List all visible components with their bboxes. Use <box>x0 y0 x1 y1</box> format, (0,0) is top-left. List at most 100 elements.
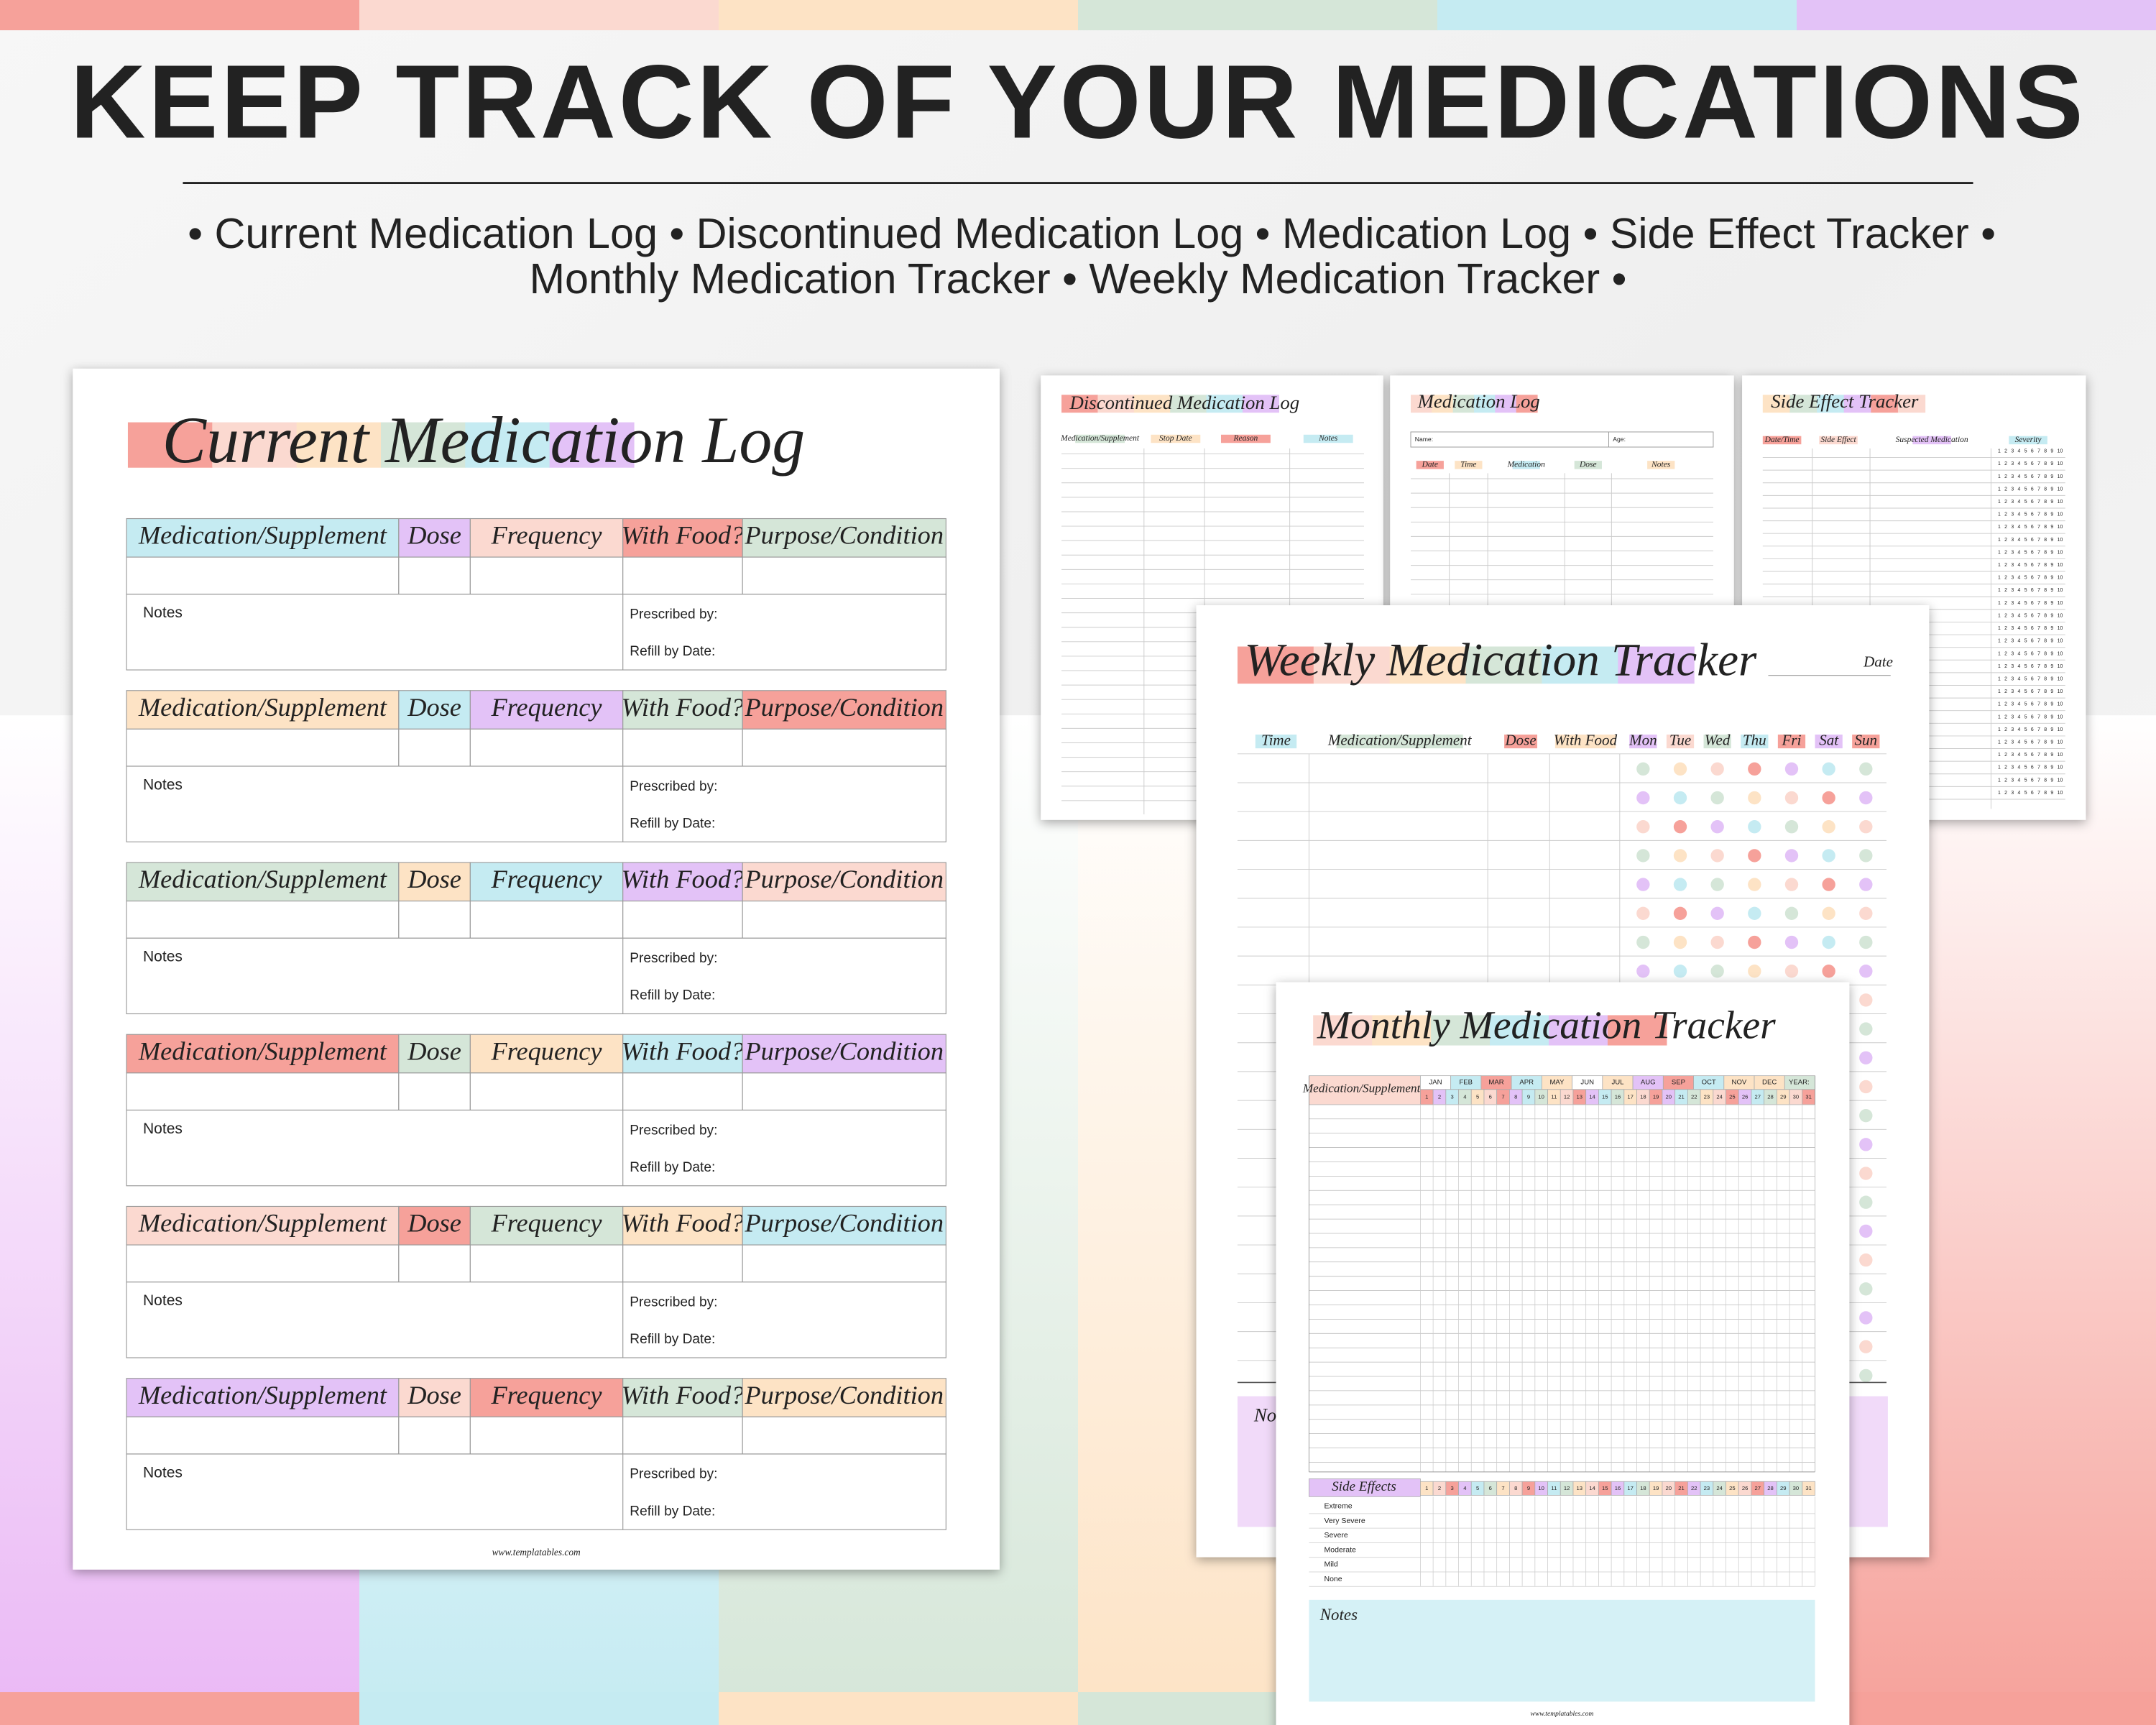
severity-number: 5 <box>2024 740 2027 745</box>
severity-number: 7 <box>2037 651 2040 656</box>
day-number: 11 <box>1551 1093 1557 1100</box>
title-highlight <box>1242 395 1279 413</box>
severity-number: 5 <box>2024 449 2027 454</box>
column-label: Notes <box>1651 461 1671 469</box>
entry-cell <box>469 901 624 939</box>
prescribed-label: Prescribed by: <box>630 779 717 794</box>
severity-number: 8 <box>2044 626 2047 631</box>
severity-level: Mild <box>1324 1560 1337 1569</box>
severity-number: 2 <box>2004 525 2007 530</box>
day-number: 13 <box>1577 1485 1583 1491</box>
column-label: With Food? <box>622 521 745 550</box>
severity-number: 2 <box>2004 677 2007 682</box>
severity-number: 1 <box>1998 461 2001 466</box>
severity-number: 2 <box>2004 689 2007 694</box>
severity-number: 4 <box>2018 791 2021 796</box>
column-header <box>742 1378 946 1417</box>
entry-cell <box>126 1416 400 1455</box>
day-cell <box>1802 1481 1815 1496</box>
day-number: 22 <box>1691 1485 1697 1491</box>
check-dot <box>1784 849 1799 862</box>
severity-number: 7 <box>2037 727 2040 732</box>
check-dot <box>1859 1108 1873 1123</box>
severity-number: 1 <box>1998 689 2001 694</box>
entry-cell <box>469 1072 624 1111</box>
severity-number: 8 <box>2044 791 2047 796</box>
year-label: YEAR: <box>1789 1079 1810 1087</box>
check-dot <box>1859 965 1873 978</box>
severity-number: 9 <box>2050 601 2053 606</box>
severity-number: 4 <box>2018 677 2021 682</box>
severity-number: 10 <box>2058 639 2063 644</box>
check-dot <box>1710 849 1724 862</box>
severity-number: 8 <box>2044 601 2047 606</box>
severity-number: 5 <box>2024 576 2027 581</box>
severity-number: 5 <box>2024 639 2027 644</box>
severity-number: 4 <box>2018 664 2021 669</box>
column-label: Medication/Supplement <box>138 1036 387 1065</box>
day-number: 9 <box>1527 1093 1530 1100</box>
severity-number: 4 <box>2018 689 2021 694</box>
column-header <box>742 518 946 558</box>
severity-number: 8 <box>2044 677 2047 682</box>
severity-number: 9 <box>2050 791 2053 796</box>
severity-number: 6 <box>2031 753 2034 758</box>
name-label: Name: <box>1415 436 1433 443</box>
age-label: Age: <box>1613 436 1626 443</box>
sheet-title: Side Effect Tracker <box>1771 390 1919 412</box>
severity-number: 5 <box>2024 765 2027 770</box>
severity-number: 8 <box>2044 525 2047 530</box>
severity-number: 7 <box>2037 677 2040 682</box>
severity-number: 9 <box>2050 753 2053 758</box>
entry-cell <box>398 1244 471 1283</box>
column-header <box>622 1205 743 1246</box>
prescribed-label: Prescribed by: <box>630 607 717 622</box>
entry-cell <box>622 901 743 939</box>
column-chip <box>1512 461 1540 469</box>
check-dot <box>1784 935 1799 949</box>
severity-number: 2 <box>2004 753 2007 758</box>
severity-number: 9 <box>2050 500 2053 505</box>
entry-cell <box>622 1244 743 1283</box>
severity-number: 5 <box>2024 727 2027 732</box>
severity-number: 1 <box>1998 525 2001 530</box>
day-number: 27 <box>1755 1485 1761 1491</box>
severity-number: 10 <box>2058 563 2063 568</box>
sheet-title: Weekly Medication Tracker <box>1245 634 1757 686</box>
month-label: FEB <box>1459 1079 1473 1087</box>
entry-cell <box>398 728 471 767</box>
severity-number: 7 <box>2037 588 2040 593</box>
day-number: 20 <box>1666 1485 1672 1491</box>
check-dot <box>1859 1022 1873 1036</box>
month-label: MAY <box>1549 1079 1565 1087</box>
severity-number: 5 <box>2024 538 2027 543</box>
severity-number: 6 <box>2031 740 2034 745</box>
notes-box <box>1309 1599 1815 1702</box>
severity-number: 4 <box>2018 753 2021 758</box>
severity-number: 6 <box>2031 461 2034 466</box>
severity-number: 2 <box>2004 487 2007 492</box>
severity-number: 10 <box>2058 487 2063 492</box>
title-highlight <box>1432 395 1454 413</box>
severity-number: 2 <box>2004 474 2007 479</box>
check-dot <box>1822 878 1835 891</box>
day-number: 30 <box>1793 1093 1799 1100</box>
severity-number: 5 <box>2024 714 2027 719</box>
day-number: 2 <box>1438 1093 1441 1100</box>
column-label: Frequency <box>491 1036 603 1065</box>
day-label: Wed <box>1705 731 1731 748</box>
severity-number: 4 <box>2018 601 2021 606</box>
severity-number: 9 <box>2050 651 2053 656</box>
item-label: Medication/Supplements <box>1302 1082 1426 1095</box>
column-header <box>398 1205 471 1246</box>
column-header <box>126 1378 400 1417</box>
severity-number: 5 <box>2024 461 2027 466</box>
severity-number: 9 <box>2050 487 2053 492</box>
column-label: With Food? <box>622 1209 745 1238</box>
footer: www.templatables.com <box>1531 1710 1594 1718</box>
column-label: Dose <box>407 865 461 893</box>
day-number: 10 <box>1538 1485 1544 1491</box>
severity-number: 5 <box>2024 689 2027 694</box>
severity-number: 2 <box>2004 651 2007 656</box>
severity-number: 10 <box>2058 753 2063 758</box>
